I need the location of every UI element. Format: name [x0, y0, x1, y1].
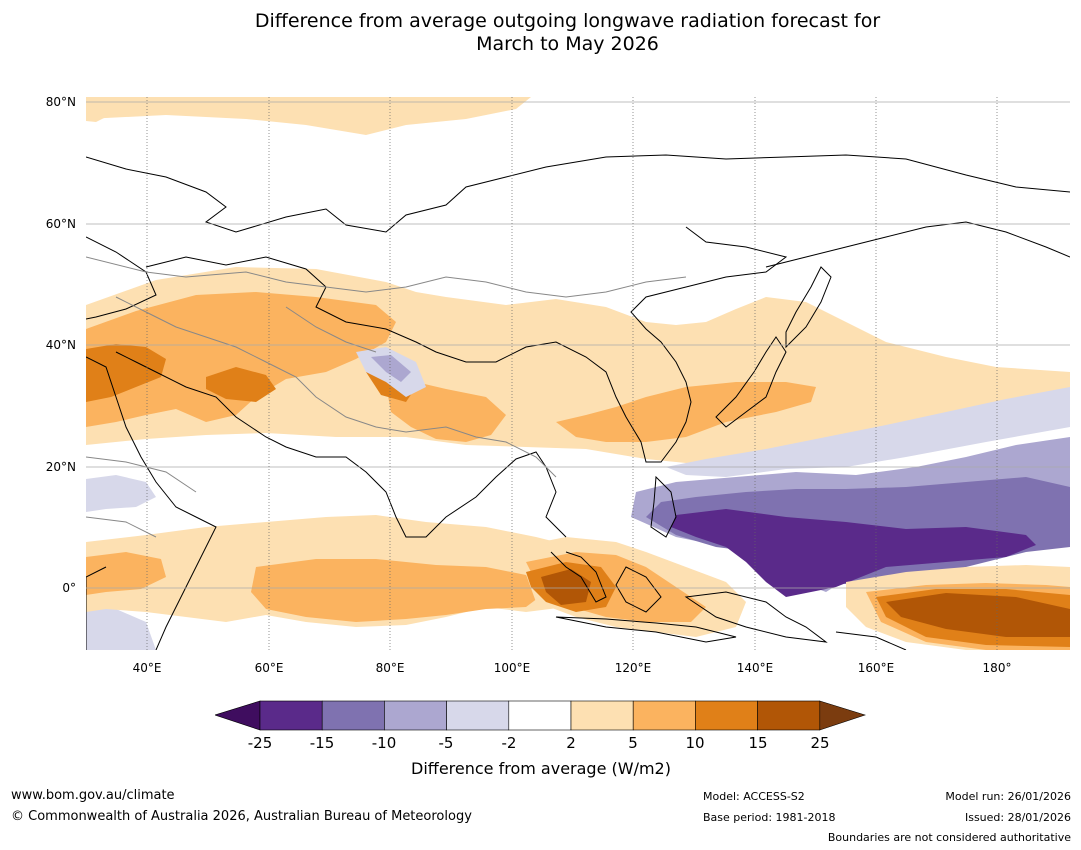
cb-tick-m2: -2 [501, 734, 517, 752]
lon-label-80e: 80°E [375, 661, 405, 675]
lon-label-140e: 140°E [736, 661, 774, 675]
model-run-date: Model run: 26/01/2026 [945, 790, 1071, 803]
cb-tick-p25: 25 [810, 734, 830, 752]
region-arabia-p10 [206, 367, 276, 402]
cb-seg-m25-m15 [259, 700, 323, 731]
cb-seg-m15-m10 [321, 700, 385, 731]
lat-label-20n: 20°N [45, 460, 76, 474]
country-borders [86, 256, 687, 538]
colorbar [215, 700, 866, 731]
cb-seg-m2-p2 [508, 700, 572, 731]
coastlines [86, 154, 1070, 650]
lat-label-0: 0° [62, 581, 76, 595]
copyright-text: © Commonwealth of Australia 2026, Austra… [11, 809, 472, 824]
title-line-2: March to May 2026 [476, 33, 659, 55]
region-tibet-p5 [386, 382, 506, 442]
region-middle-east-p10 [86, 344, 166, 402]
map-canvas [86, 97, 1070, 650]
region-south-africa-m5 [86, 607, 156, 650]
region-borneo-p15 [541, 569, 591, 605]
lon-label-120e: 120°E [614, 661, 652, 675]
cb-tick-m15: -15 [309, 734, 335, 752]
lat-label-80n: 80°N [45, 95, 76, 109]
cb-seg-p5-p10 [632, 700, 696, 731]
colorbar-caption: Difference from average (W/m2) [411, 759, 671, 778]
cb-seg-p10-p15 [695, 700, 758, 731]
cb-seg-gt-p25 [819, 700, 866, 731]
cb-seg-m5-m2 [446, 700, 510, 731]
title-line-1: Difference from average outgoing longwav… [254, 10, 881, 32]
region-arctic-p2 [86, 97, 531, 135]
issued-date: Issued: 28/01/2026 [964, 811, 1071, 824]
cb-tick-m25: -25 [247, 734, 273, 752]
region-npacific-m5 [666, 387, 1070, 477]
boundaries-disclaimer: Boundaries are not considered authoritat… [827, 831, 1071, 844]
base-period: Base period: 1981-2018 [703, 811, 836, 824]
lat-label-60n: 60°N [45, 217, 76, 231]
region-arctic-p2b [86, 97, 116, 122]
lon-label-60e: 60°E [254, 661, 284, 675]
region-central-asia-p5 [86, 292, 396, 427]
lon-label-40e: 40°E [132, 661, 162, 675]
cb-seg-m10-m5 [384, 700, 447, 731]
model-name: Model: ACCESS-S2 [703, 790, 805, 803]
cb-tick-p15: 15 [748, 734, 768, 752]
cb-tick-p5: 5 [628, 734, 638, 752]
cb-seg-p15-p25 [757, 700, 821, 731]
region-wpacific-m25 [671, 509, 1036, 597]
region-east-china-p5 [556, 382, 816, 442]
cb-tick-m10: -10 [371, 734, 397, 752]
olr-anomaly-map [86, 97, 1070, 650]
lat-label-40n: 40°N [45, 338, 76, 352]
region-indian-ocean-p5 [251, 559, 546, 622]
region-cpacific-p15 [886, 593, 1070, 637]
cb-tick-p10: 10 [685, 734, 705, 752]
cb-tick-m5: -5 [438, 734, 454, 752]
lon-label-180: 180° [982, 661, 1012, 675]
graticule [86, 97, 1070, 650]
website-link[interactable]: www.bom.gov.au/climate [11, 788, 175, 803]
cb-seg-lt-m25 [215, 700, 261, 731]
region-africa-m5 [86, 475, 156, 512]
region-tarim-m10 [371, 355, 411, 382]
cb-tick-p2: 2 [566, 734, 576, 752]
region-east-africa-p5 [86, 552, 166, 595]
lon-label-100e: 100°E [493, 661, 531, 675]
lon-label-160e: 160°E [857, 661, 895, 675]
cb-seg-p2-p5 [570, 700, 634, 731]
chart-title: Difference from average outgoing longwav… [0, 10, 1081, 56]
